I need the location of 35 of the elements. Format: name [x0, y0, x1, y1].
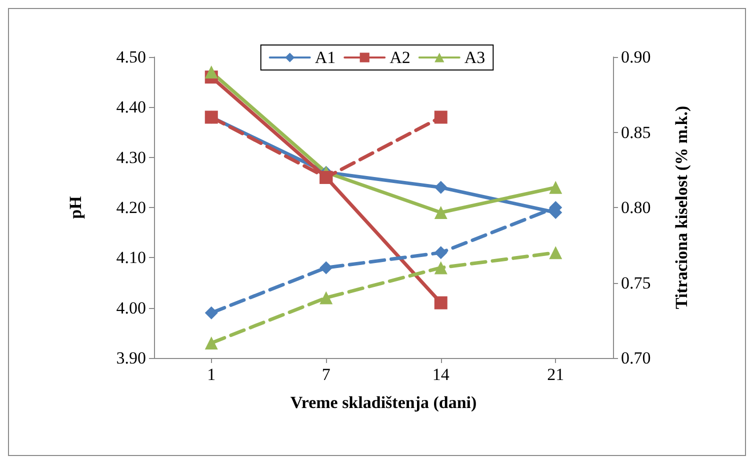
point: [549, 180, 562, 194]
point: [434, 180, 448, 194]
y2-tick-label: 0.70: [621, 348, 651, 368]
legend-label: A2: [390, 48, 410, 67]
x-tick-label: 21: [547, 365, 564, 384]
y-axis-title: pH: [66, 196, 85, 219]
y-tick-label: 3.90: [116, 348, 146, 368]
y-tick-label: 4.30: [116, 148, 146, 167]
point: [549, 246, 562, 260]
y2-axis-title: Titraciona kiselost (% m.k.): [672, 106, 691, 310]
point: [204, 336, 218, 350]
y2-tick-label: 0.90: [621, 48, 651, 66]
point: [320, 261, 333, 274]
x-axis-title: Vreme skladištenja (dani): [290, 393, 477, 412]
y-tick-label: 4.40: [116, 98, 146, 117]
y-tick-label: 4.20: [116, 198, 146, 217]
y2-tick-label: 0.75: [621, 273, 651, 292]
x-tick-label: 7: [322, 365, 331, 384]
x-tick-label: 1: [207, 365, 216, 384]
y-tick-label: 4.00: [116, 298, 146, 318]
y-tick-label: 4.50: [116, 48, 146, 66]
point: [434, 110, 448, 124]
y2-tick-label: 0.85: [621, 122, 651, 142]
y-tick-label: 4.10: [116, 248, 146, 268]
point: [434, 261, 448, 274]
legend-label: A1: [314, 48, 336, 67]
legend-label: A3: [464, 48, 486, 67]
point: [204, 306, 218, 320]
point: [434, 296, 448, 310]
point: [204, 66, 218, 79]
point: [320, 291, 333, 304]
y2-tick-label: 0.80: [621, 198, 651, 217]
x-tick-label: 14: [432, 365, 450, 384]
point: [434, 206, 448, 220]
point: [434, 246, 448, 260]
